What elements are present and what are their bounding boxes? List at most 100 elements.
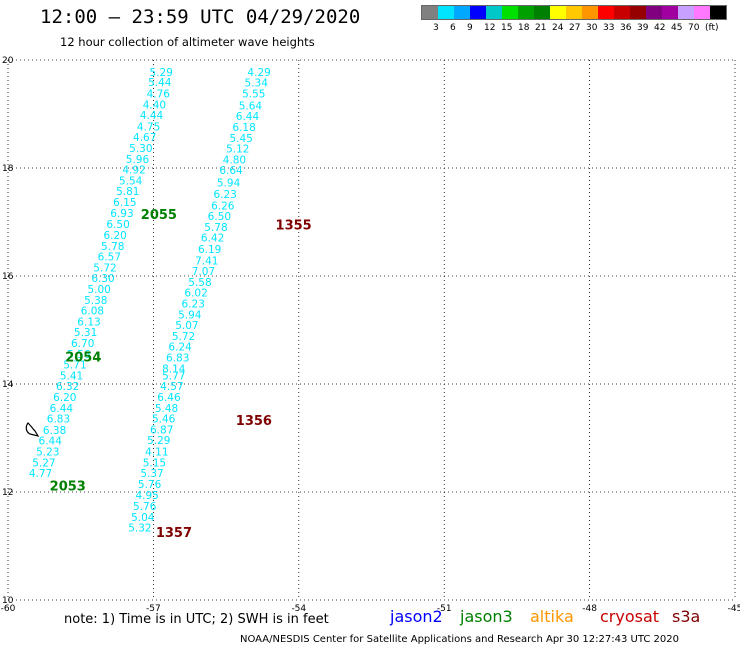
wave-height-value: 4.44 — [140, 110, 164, 122]
wave-height-value: 4.76 — [147, 88, 171, 100]
legend-swatch — [438, 6, 454, 19]
lon-tick-label: -57 — [146, 604, 161, 614]
lat-tick-label: 16 — [2, 272, 14, 282]
wave-height-value: 4.80 — [223, 154, 246, 166]
satellite-name-cryosat: cryosat — [600, 607, 660, 626]
map-axes: -60 -57 -54 -51 -48 -45 10 12 14 16 18 20 — [1, 56, 740, 614]
wave-height-value: 6.02 — [184, 288, 207, 300]
wave-height-value: 6.83 — [166, 353, 189, 365]
wave-height-value: 5.81 — [116, 186, 139, 198]
legend-label: 27 — [569, 23, 581, 33]
wave-height-value: 7.41 — [195, 255, 218, 267]
wave-height-value: 5.72 — [93, 262, 116, 274]
wave-height-value: 4.92 — [122, 165, 145, 177]
wave-height-value: 6.70 — [71, 338, 94, 350]
legend-label: 30 — [586, 23, 598, 33]
wave-height-value: 4.57 — [160, 381, 183, 393]
wave-height-value: 6.19 — [198, 244, 221, 256]
pass-number-label: 1357 — [156, 526, 192, 541]
wave-height-value: 6.64 — [219, 165, 243, 177]
legend-swatch — [582, 6, 598, 19]
wave-height-value: 6.20 — [53, 392, 76, 404]
legend-swatch — [454, 6, 470, 19]
legend-label: 24 — [552, 23, 564, 33]
wave-height-value: 6.46 — [157, 392, 181, 404]
footer-note: note: 1) Time is in UTC; 2) SWH is in fe… — [64, 612, 329, 627]
track-pass: 4.295.345.555.646.446.185.455.124.806.64… — [162, 67, 271, 375]
wave-height-value: 6.23 — [213, 189, 236, 201]
wave-height-value: 5.56 — [67, 349, 91, 361]
wave-height-value: 6.42 — [201, 233, 224, 245]
wave-height-value: 5.45 — [229, 133, 252, 145]
wave-height-value: 6.26 — [211, 200, 235, 212]
track-pass: 5.774.576.465.485.466.875.294.115.155.37… — [128, 370, 185, 534]
wave-height-value: 5.77 — [162, 370, 185, 382]
legend-label: 21 — [535, 23, 547, 33]
wave-height-value: 6.44 — [39, 436, 63, 448]
wave-height-value: 6.23 — [182, 299, 205, 311]
legend-swatch — [598, 6, 614, 19]
legend-swatch — [470, 6, 486, 19]
wave-height-value: 5.94 — [217, 178, 241, 190]
wave-height-value: 6.83 — [47, 414, 70, 426]
wave-height-value: 5.15 — [143, 457, 166, 469]
wave-height-value: 6.15 — [113, 197, 136, 209]
legend-label: 39 — [637, 23, 649, 33]
pass-number-label: 2053 — [50, 480, 86, 495]
wave-height-value: 5.96 — [126, 154, 150, 166]
wave-height-value: 5.30 — [129, 143, 152, 155]
wave-height-value: 5.07 — [175, 320, 198, 332]
lat-tick-label: 10 — [2, 596, 14, 606]
wave-height-value: 5.55 — [242, 88, 265, 100]
legend-label: 3 — [433, 23, 439, 33]
satellite-name-altika: altika — [530, 607, 574, 626]
wave-height-value: 5.71 — [63, 360, 86, 372]
wave-height-value: 5.38 — [84, 295, 107, 307]
legend-label: 15 — [501, 23, 513, 33]
lat-tick-label: 20 — [2, 56, 14, 66]
wave-height-value: 6.13 — [77, 316, 100, 328]
wave-height-value: 5.34 — [245, 78, 269, 90]
wave-height-value: 5.31 — [74, 327, 97, 339]
wave-height-value: 5.23 — [36, 447, 59, 459]
legend-swatch — [646, 6, 662, 19]
legend-label: 6 — [450, 23, 456, 33]
legend-label: 9 — [467, 23, 473, 33]
wave-height-value: 6.50 — [106, 219, 129, 231]
wave-height-value: 4.29 — [247, 67, 270, 79]
wave-height-value: 7.07 — [192, 266, 215, 278]
wave-height-value: 5.32 — [128, 523, 151, 535]
pass-number-label: 1355 — [276, 219, 312, 234]
wave-height-value: 6.38 — [43, 425, 66, 437]
track-pass: 5.295.444.764.404.444.754.675.305.964.92… — [29, 67, 173, 480]
wave-height-value: 5.04 — [131, 512, 155, 524]
wave-height-value: 6.93 — [110, 208, 133, 220]
wave-height-value: 6.87 — [150, 424, 173, 436]
lon-tick-label: -54 — [291, 604, 306, 614]
wave-height-value: 4.40 — [143, 99, 166, 111]
pass-number-label: 2054 — [65, 350, 101, 365]
satellite-name-jason3: jason3 — [460, 607, 513, 626]
legend-swatch — [534, 6, 550, 19]
legend-swatch — [550, 6, 566, 19]
legend-swatch — [630, 6, 646, 19]
wave-height-value: 4.67 — [133, 132, 156, 144]
wave-height-value: 5.44 — [148, 77, 172, 89]
legend-swatch — [518, 6, 534, 19]
lon-tick-label: -48 — [582, 604, 597, 614]
wave-height-value: 5.37 — [140, 468, 163, 480]
wave-height-value: 4.11 — [145, 447, 168, 459]
pass-number-label: 2055 — [141, 208, 177, 223]
legend-label: 18 — [518, 23, 530, 33]
legend-swatch — [502, 6, 518, 19]
wave-height-value: 6.44 — [50, 403, 74, 415]
wave-height-value: 6.24 — [168, 342, 192, 354]
wave-height-value: 6.32 — [56, 381, 79, 393]
vessel-marker-icon — [25, 422, 40, 437]
satellite-name-jason2: jason2 — [390, 607, 443, 626]
legend-label: 12 — [484, 23, 496, 33]
wave-height-value: 5.76 — [133, 501, 157, 513]
wave-height-value: 5.54 — [119, 175, 143, 187]
wave-height-value: 5.94 — [178, 309, 202, 321]
